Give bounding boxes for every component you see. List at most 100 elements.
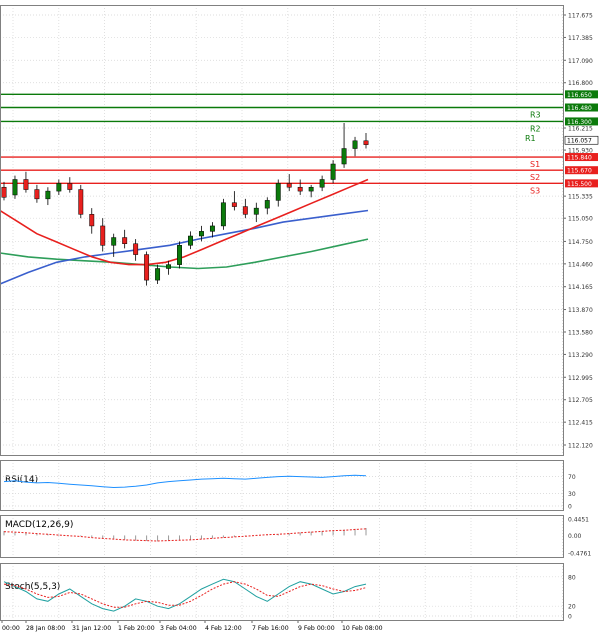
panel-frame-3 (0, 563, 564, 621)
last-price-label: 116.057 (567, 138, 592, 145)
candle-body (188, 235, 193, 246)
candle-body (242, 206, 248, 215)
macd-tick-label: -0.4761 (568, 551, 591, 558)
level-name-label: S1 (530, 160, 540, 169)
stoch-title: Stoch(5,5,3) (5, 582, 60, 592)
level-price-label: 116.650 (567, 92, 592, 99)
time-tick-label: 7 Feb 16:00 (252, 625, 289, 632)
candle-body (23, 179, 29, 190)
price-tick-label: 113.290 (568, 352, 593, 359)
grid-lines (0, 5, 563, 620)
candle-body (253, 207, 259, 215)
panel-frame-0 (0, 5, 564, 456)
candle-body (166, 264, 171, 269)
price-tick-label: 113.870 (568, 307, 593, 314)
price-tick-label: 115.930 (568, 148, 593, 155)
level-price-box (565, 103, 598, 112)
level-name-label: R2 (530, 124, 541, 133)
price-tick-label: 113.580 (568, 329, 593, 336)
level-price-label: 116.480 (567, 105, 592, 112)
time-tick-label: 00:00 (2, 625, 20, 632)
moving-averages (0, 178, 369, 285)
level-price-label: 115.840 (567, 155, 592, 162)
rsi-tick-label: 30 (568, 491, 576, 498)
level-name-label: R1 (525, 134, 536, 143)
price-tick-label: 117.675 (568, 13, 593, 20)
level-price-box (565, 166, 598, 175)
candle-body (12, 179, 18, 196)
price-tick-label: 117.090 (568, 58, 593, 65)
price-tick-label: 116.800 (568, 80, 593, 87)
level-price-box (565, 90, 598, 99)
time-tick-label: 3 Feb 04:00 (160, 625, 197, 632)
price-tick-label: 112.415 (568, 420, 593, 427)
macd-title: MACD(12,26,9) (5, 520, 73, 530)
candle-body (275, 183, 281, 201)
candle-body (220, 202, 226, 227)
price-tick-label: 114.750 (568, 239, 593, 246)
level-name-label: R3 (530, 111, 541, 120)
stoch-tick-label: 80 (568, 574, 576, 581)
stoch-d-line (3, 581, 367, 608)
rsi-tick-label: 0 (568, 504, 572, 511)
candle-body (264, 200, 270, 209)
macd-panel: MACD(12,26,9) 0.4451 0.00 -0.4761 (3, 517, 591, 558)
price-tick-label: 112.995 (568, 375, 593, 382)
price-tick-label: 117.385 (568, 35, 593, 42)
macd-tick-label: 0.4451 (568, 517, 589, 524)
last-price-box (564, 135, 599, 145)
level-price-box (565, 117, 598, 126)
candle-body (100, 225, 106, 246)
level-price-label: 115.670 (567, 168, 592, 175)
level-name-label: S2 (530, 173, 540, 182)
price-tick-label: 115.335 (568, 194, 593, 201)
level-name-label: S3 (530, 186, 540, 195)
candle-body (78, 189, 84, 215)
time-axis: 00:00 28 Jan 08:00 31 Jan 12:00 1 Feb 20:00… (1, 620, 383, 632)
price-tick-label: 112.120 (568, 443, 593, 450)
time-tick-label: 10 Feb 08:00 (342, 625, 383, 632)
macd-tick-label: 0.00 (568, 533, 582, 540)
panel-frames (0, 5, 564, 621)
candle-body (297, 186, 303, 192)
level-price-box (565, 153, 598, 162)
candle-body (177, 245, 182, 265)
candle-body (122, 237, 128, 244)
candle-body (1, 186, 7, 198)
rsi-panel: RSI(14) 70 30 0 (0, 474, 576, 511)
sma-slow-line (0, 238, 369, 270)
panel-frame-2 (0, 515, 564, 558)
time-tick-label: 28 Jan 08:00 (26, 625, 65, 632)
price-tick-label: 115.050 (568, 216, 593, 223)
support-resistance-levels: 116.650 116.480 R3 116.300 R2 115.840 S1 115.67… (0, 90, 598, 195)
candle-body (144, 254, 150, 281)
candle-body (155, 268, 161, 281)
price-tick-label: 114.165 (568, 284, 593, 291)
candle-body (231, 202, 237, 207)
candle-body (319, 179, 325, 188)
stoch-tick-label: 0 (568, 614, 572, 621)
candle-body (209, 225, 215, 232)
price-tick-label: 116.215 (568, 126, 593, 133)
rsi-tick-label: 70 (568, 474, 576, 481)
sma-mid-line (0, 209, 369, 285)
level-price-label: 115.500 (567, 181, 592, 188)
candle-body (45, 190, 51, 200)
stoch-tick-label: 20 (568, 604, 576, 611)
time-tick-label: 4 Feb 12:00 (205, 625, 242, 632)
candle-body (34, 189, 40, 200)
candle-body (308, 186, 314, 192)
candle-body (133, 243, 139, 255)
stoch-panel: Stoch(5,5,3) 80 20 0 (0, 574, 576, 621)
candle-body (89, 214, 95, 227)
level-price-box (565, 179, 598, 188)
time-tick-label: 1 Feb 20:00 (118, 625, 155, 632)
rsi-line (3, 474, 367, 489)
level-price-label: 116.300 (567, 119, 592, 126)
rsi-title: RSI(14) (5, 475, 38, 485)
candle-body (352, 140, 358, 149)
candle-body (341, 148, 347, 165)
candle-body (111, 237, 117, 246)
candle-body (286, 183, 292, 188)
